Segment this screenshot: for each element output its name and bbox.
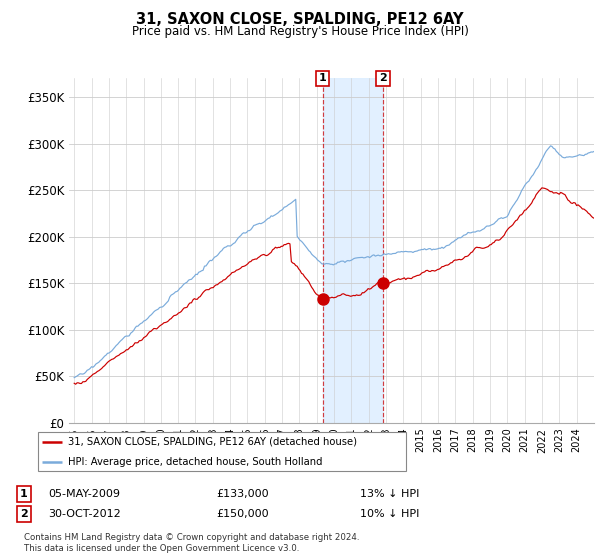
Text: 2: 2	[379, 73, 387, 83]
Text: 31, SAXON CLOSE, SPALDING, PE12 6AY (detached house): 31, SAXON CLOSE, SPALDING, PE12 6AY (det…	[68, 437, 356, 447]
Text: HPI: Average price, detached house, South Holland: HPI: Average price, detached house, Sout…	[68, 456, 322, 466]
Text: 30-OCT-2012: 30-OCT-2012	[48, 509, 121, 519]
Text: 2: 2	[20, 509, 28, 519]
Bar	[323, 78, 383, 423]
FancyBboxPatch shape	[38, 432, 406, 471]
Text: 1: 1	[319, 73, 327, 83]
Text: £133,000: £133,000	[216, 489, 269, 499]
Text: £150,000: £150,000	[216, 509, 269, 519]
Text: 10% ↓ HPI: 10% ↓ HPI	[360, 509, 419, 519]
Text: 05-MAY-2009: 05-MAY-2009	[48, 489, 120, 499]
Text: 13% ↓ HPI: 13% ↓ HPI	[360, 489, 419, 499]
Text: 1: 1	[20, 489, 28, 499]
Text: 31, SAXON CLOSE, SPALDING, PE12 6AY: 31, SAXON CLOSE, SPALDING, PE12 6AY	[136, 12, 464, 27]
Text: Price paid vs. HM Land Registry's House Price Index (HPI): Price paid vs. HM Land Registry's House …	[131, 25, 469, 38]
Text: Contains HM Land Registry data © Crown copyright and database right 2024.
This d: Contains HM Land Registry data © Crown c…	[24, 533, 359, 553]
